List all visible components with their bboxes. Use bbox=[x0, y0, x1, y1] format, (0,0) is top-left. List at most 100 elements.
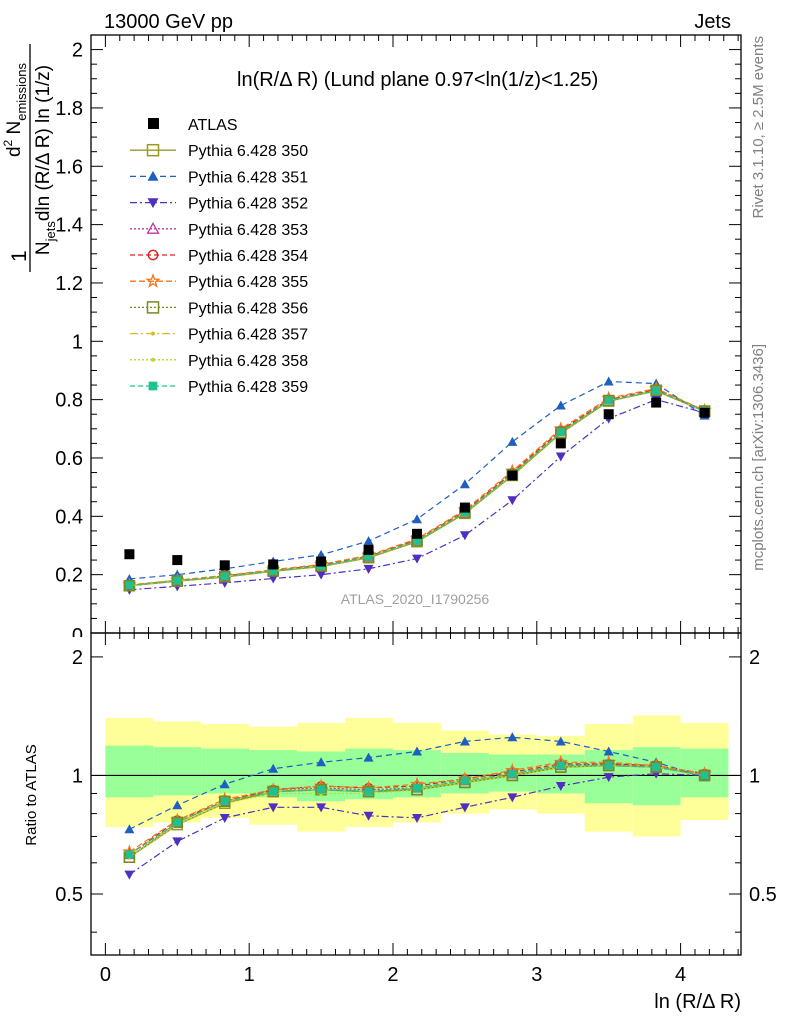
atlas-point bbox=[459, 502, 470, 513]
legend-entry: ATLAS bbox=[148, 117, 238, 134]
upper-ytick-label: 1.2 bbox=[55, 273, 83, 295]
series-point bbox=[220, 572, 229, 581]
analysis-watermark: ATLAS_2020_I1790256 bbox=[341, 591, 490, 607]
ylabel-denominator: Njetsdln (R/Δ R) ln (1/z) bbox=[33, 65, 58, 255]
atlas-point bbox=[555, 438, 566, 449]
upper-ytick-label: 1.8 bbox=[55, 98, 83, 120]
series-351 bbox=[124, 376, 710, 584]
lower-ytick-label-right: 2 bbox=[749, 647, 760, 669]
series-point bbox=[459, 479, 470, 489]
ratio-point bbox=[219, 779, 230, 789]
lower-ytick-label: 0.5 bbox=[55, 884, 83, 906]
lower-ytick-label: 1 bbox=[72, 765, 83, 787]
ratio-point bbox=[363, 752, 374, 762]
series-point bbox=[316, 570, 327, 580]
legend-entry: Pythia 6.428 351 bbox=[130, 169, 308, 186]
series-point bbox=[650, 384, 662, 397]
lower-ytick-label: 2 bbox=[72, 647, 83, 669]
legend-label: Pythia 6.428 358 bbox=[188, 353, 308, 370]
legend-entry: Pythia 6.428 352 bbox=[130, 196, 308, 213]
ratio-point bbox=[700, 771, 709, 780]
legend-label: Pythia 6.428 352 bbox=[188, 196, 308, 213]
legend-marker bbox=[151, 357, 155, 362]
band-stat-0 bbox=[105, 745, 154, 798]
band-stat-1 bbox=[153, 747, 202, 796]
ratio-point bbox=[698, 769, 711, 782]
legend-label: Pythia 6.428 356 bbox=[188, 300, 308, 317]
series-point bbox=[363, 564, 374, 574]
ratio-series-359 bbox=[125, 761, 709, 859]
lower-ytick-label-right: 0.5 bbox=[749, 884, 777, 906]
atlas-point bbox=[363, 544, 374, 555]
legend-entry: Pythia 6.428 358 bbox=[130, 353, 308, 370]
ratio-point bbox=[316, 757, 327, 767]
ylabel-one: 1 bbox=[8, 250, 31, 262]
series-point bbox=[602, 394, 615, 407]
ratio-point bbox=[218, 795, 231, 807]
series-point bbox=[507, 436, 518, 446]
atlas-point bbox=[412, 528, 423, 539]
upper-ytick-label: 2 bbox=[72, 40, 83, 62]
legend-marker bbox=[151, 331, 155, 336]
legend-entry: Pythia 6.428 357 bbox=[130, 327, 308, 344]
legend-entry: Pythia 6.428 355 bbox=[130, 273, 308, 291]
lower-y-axis-label: Ratio to ATLAS bbox=[23, 744, 40, 845]
atlas-point bbox=[699, 407, 710, 418]
legend-label: Pythia 6.428 350 bbox=[188, 143, 308, 160]
ylabel-numerator: d2 Nemissions bbox=[1, 62, 29, 157]
ratio-point bbox=[316, 803, 327, 813]
atlas-point bbox=[507, 470, 518, 481]
upper-y-axis-label: 1 d2 Nemissions Njetsdln (R/Δ R) ln (1/z… bbox=[1, 44, 58, 272]
ratio-point bbox=[317, 785, 326, 794]
legend-entry: Pythia 6.428 354 bbox=[130, 248, 308, 265]
upper-ytick-label: 0.2 bbox=[55, 565, 83, 587]
lower-ytick-label-right: 1 bbox=[749, 765, 760, 787]
ratio-point bbox=[459, 736, 470, 746]
series-point bbox=[412, 554, 423, 564]
series-point bbox=[555, 452, 566, 462]
legend-label: Pythia 6.428 359 bbox=[188, 379, 308, 396]
x-axis-label: ln (R/Δ R) bbox=[654, 991, 741, 1013]
ratio-point bbox=[412, 813, 423, 823]
atlas-data bbox=[124, 397, 710, 571]
mcplots-label: mcplots.cern.ch [arXiv:1306.3436] bbox=[750, 344, 767, 571]
ratio-point bbox=[603, 746, 614, 756]
ratio-point bbox=[124, 870, 135, 880]
series-point bbox=[555, 400, 566, 410]
legend-entry: Pythia 6.428 356 bbox=[130, 300, 308, 317]
ratio-point bbox=[269, 787, 278, 796]
legend-marker bbox=[147, 170, 159, 181]
ratio-point bbox=[363, 811, 374, 821]
series-point bbox=[173, 576, 182, 585]
xtick-label: 2 bbox=[387, 964, 398, 986]
ratio-point bbox=[171, 816, 184, 829]
ratio-point bbox=[555, 736, 566, 746]
chart-title-text: ln(R/Δ R) (Lund plane 0.97<ln(1/z)<1.25) bbox=[237, 69, 598, 91]
ratio-point bbox=[364, 787, 373, 796]
header-left: 13000 GeV pp bbox=[104, 11, 233, 33]
legend-label: Pythia 6.428 357 bbox=[188, 327, 308, 344]
ratio-point bbox=[604, 761, 613, 770]
ratio-point bbox=[125, 850, 134, 859]
upper-ytick-label: 1 bbox=[72, 331, 83, 353]
atlas-point bbox=[603, 409, 614, 420]
ratio-point bbox=[268, 763, 279, 773]
ratio-point bbox=[219, 813, 230, 823]
series-point bbox=[459, 531, 470, 541]
series-point bbox=[556, 428, 565, 437]
xtick-label: 3 bbox=[531, 964, 542, 986]
xtick-label: 4 bbox=[675, 964, 686, 986]
series-point bbox=[555, 426, 567, 439]
ratio-point bbox=[412, 746, 423, 756]
upper-ytick-label-zero: 0 bbox=[72, 625, 83, 647]
series-point bbox=[604, 396, 613, 405]
legend-marker bbox=[147, 249, 159, 261]
lower-frame bbox=[90, 632, 742, 956]
ratio-point bbox=[603, 773, 614, 783]
ratio-point bbox=[268, 803, 279, 813]
legend-marker bbox=[146, 301, 160, 314]
series-point bbox=[603, 376, 614, 386]
legend-entry: Pythia 6.428 353 bbox=[130, 222, 308, 239]
legend-entry: Pythia 6.428 350 bbox=[130, 143, 308, 160]
